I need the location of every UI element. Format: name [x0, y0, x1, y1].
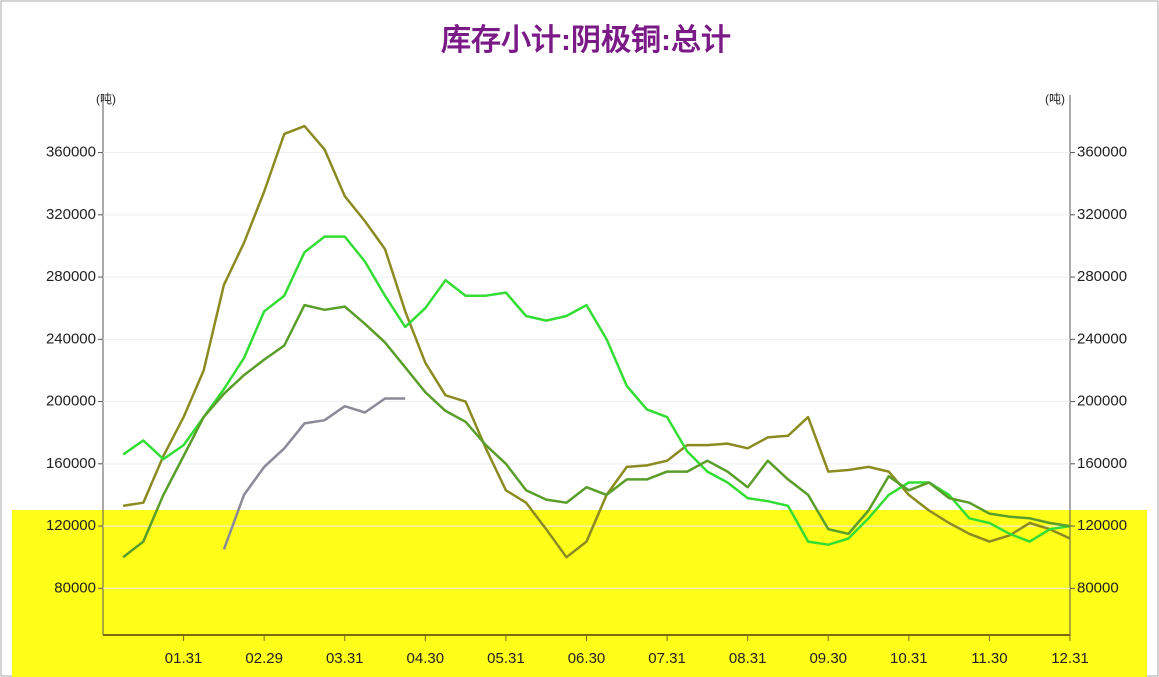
series-line: [222, 397, 406, 550]
y-tick-label: 200000: [46, 393, 96, 410]
y2-tick-label: 80000: [1077, 579, 1119, 596]
y-tick-label: 280000: [46, 268, 96, 285]
y2-tick-label: 360000: [1077, 144, 1127, 161]
series-line: [122, 303, 1071, 559]
x-tick-label: 12.31: [1051, 650, 1089, 667]
y-tick-label: 240000: [46, 330, 96, 347]
x-tick-label: 02.29: [245, 650, 283, 667]
y-axis-unit: (吨): [96, 92, 116, 106]
y2-tick-label: 320000: [1077, 206, 1127, 223]
x-tick-label: 09.30: [809, 650, 847, 667]
y2-tick-label: 280000: [1077, 268, 1127, 285]
y-tick-label: 80000: [54, 579, 96, 596]
y2-tick-label: 120000: [1077, 517, 1127, 534]
x-tick-label: 07.31: [648, 650, 686, 667]
y-tick-label: 120000: [46, 517, 96, 534]
x-tick-label: 10.31: [890, 650, 928, 667]
x-tick-label: 11.30: [971, 650, 1007, 667]
y2-axis-unit: (吨): [1045, 92, 1065, 106]
x-tick-label: 04.30: [407, 650, 445, 667]
chart-title: 库存小计:阴极铜:总计: [441, 24, 731, 57]
series-line: [122, 235, 1071, 546]
series-line: [122, 124, 1071, 559]
y-tick-label: 160000: [46, 455, 96, 472]
x-tick-label: 06.30: [568, 650, 606, 667]
x-tick-label: 03.31: [326, 650, 364, 667]
y2-tick-label: 200000: [1077, 393, 1127, 410]
y2-tick-label: 240000: [1077, 330, 1127, 347]
y-tick-label: 360000: [46, 144, 96, 161]
y-tick-label: 320000: [46, 206, 96, 223]
x-tick-label: 01.31: [165, 650, 203, 667]
x-tick-label: 05.31: [487, 650, 525, 667]
y2-tick-label: 160000: [1077, 455, 1127, 472]
overlay-band: [12, 510, 1147, 677]
x-tick-label: 08.31: [729, 650, 767, 667]
